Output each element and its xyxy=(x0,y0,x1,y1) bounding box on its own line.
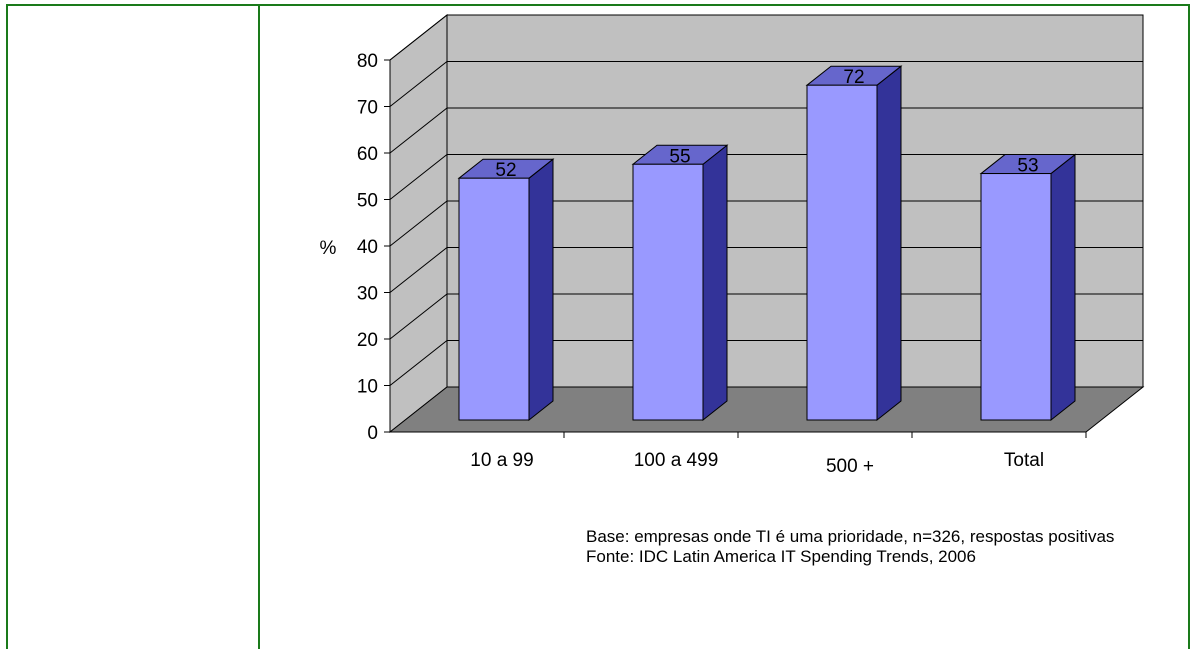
y-axis-label: % xyxy=(320,238,337,259)
gridline xyxy=(389,61,1143,107)
bar xyxy=(980,173,1052,421)
gridline xyxy=(389,14,1143,61)
gridline xyxy=(389,247,1143,293)
bar xyxy=(632,163,704,421)
gridline xyxy=(389,293,1143,340)
table-column-divider xyxy=(258,4,260,649)
bar-side xyxy=(702,144,728,422)
bar xyxy=(806,84,878,421)
table-border-top xyxy=(6,4,1190,6)
y-tick-label: 80 xyxy=(357,51,378,72)
table-border-right xyxy=(1188,4,1190,649)
source-note: Fonte: IDC Latin America IT Spending Tre… xyxy=(586,547,976,566)
y-tick-label: 10 xyxy=(357,377,378,398)
y-tick-label: 40 xyxy=(357,237,378,258)
y-tick-label: 0 xyxy=(367,423,378,444)
table-border-left xyxy=(6,4,8,649)
data-label: 55 xyxy=(669,146,690,167)
data-label: 53 xyxy=(1017,156,1038,177)
data-label: 52 xyxy=(495,160,516,181)
y-tick-label: 20 xyxy=(357,330,378,351)
y-tick-label: 70 xyxy=(357,98,378,119)
base-note: Base: empresas onde TI é uma prioridade,… xyxy=(586,527,1115,546)
y-tick-label: 50 xyxy=(357,191,378,212)
bar-side xyxy=(1050,153,1076,422)
gridline xyxy=(389,200,1143,247)
bar xyxy=(458,177,530,421)
x-tick-label: Total xyxy=(1004,450,1044,471)
chart-notes: Base: empresas onde TI é uma prioridade,… xyxy=(586,527,1114,567)
x-tick-label: 500 + xyxy=(826,456,874,477)
y-tick-label: 30 xyxy=(357,284,378,305)
x-tick-label: 100 a 499 xyxy=(634,450,719,471)
gridline xyxy=(389,340,1143,386)
x-tick-label: 10 a 99 xyxy=(470,450,533,471)
data-label: 72 xyxy=(843,67,864,88)
gridline xyxy=(389,154,1143,200)
gridline xyxy=(389,107,1143,154)
y-tick-label: 60 xyxy=(357,144,378,165)
bar-side xyxy=(528,158,554,422)
bar-side xyxy=(876,65,902,422)
